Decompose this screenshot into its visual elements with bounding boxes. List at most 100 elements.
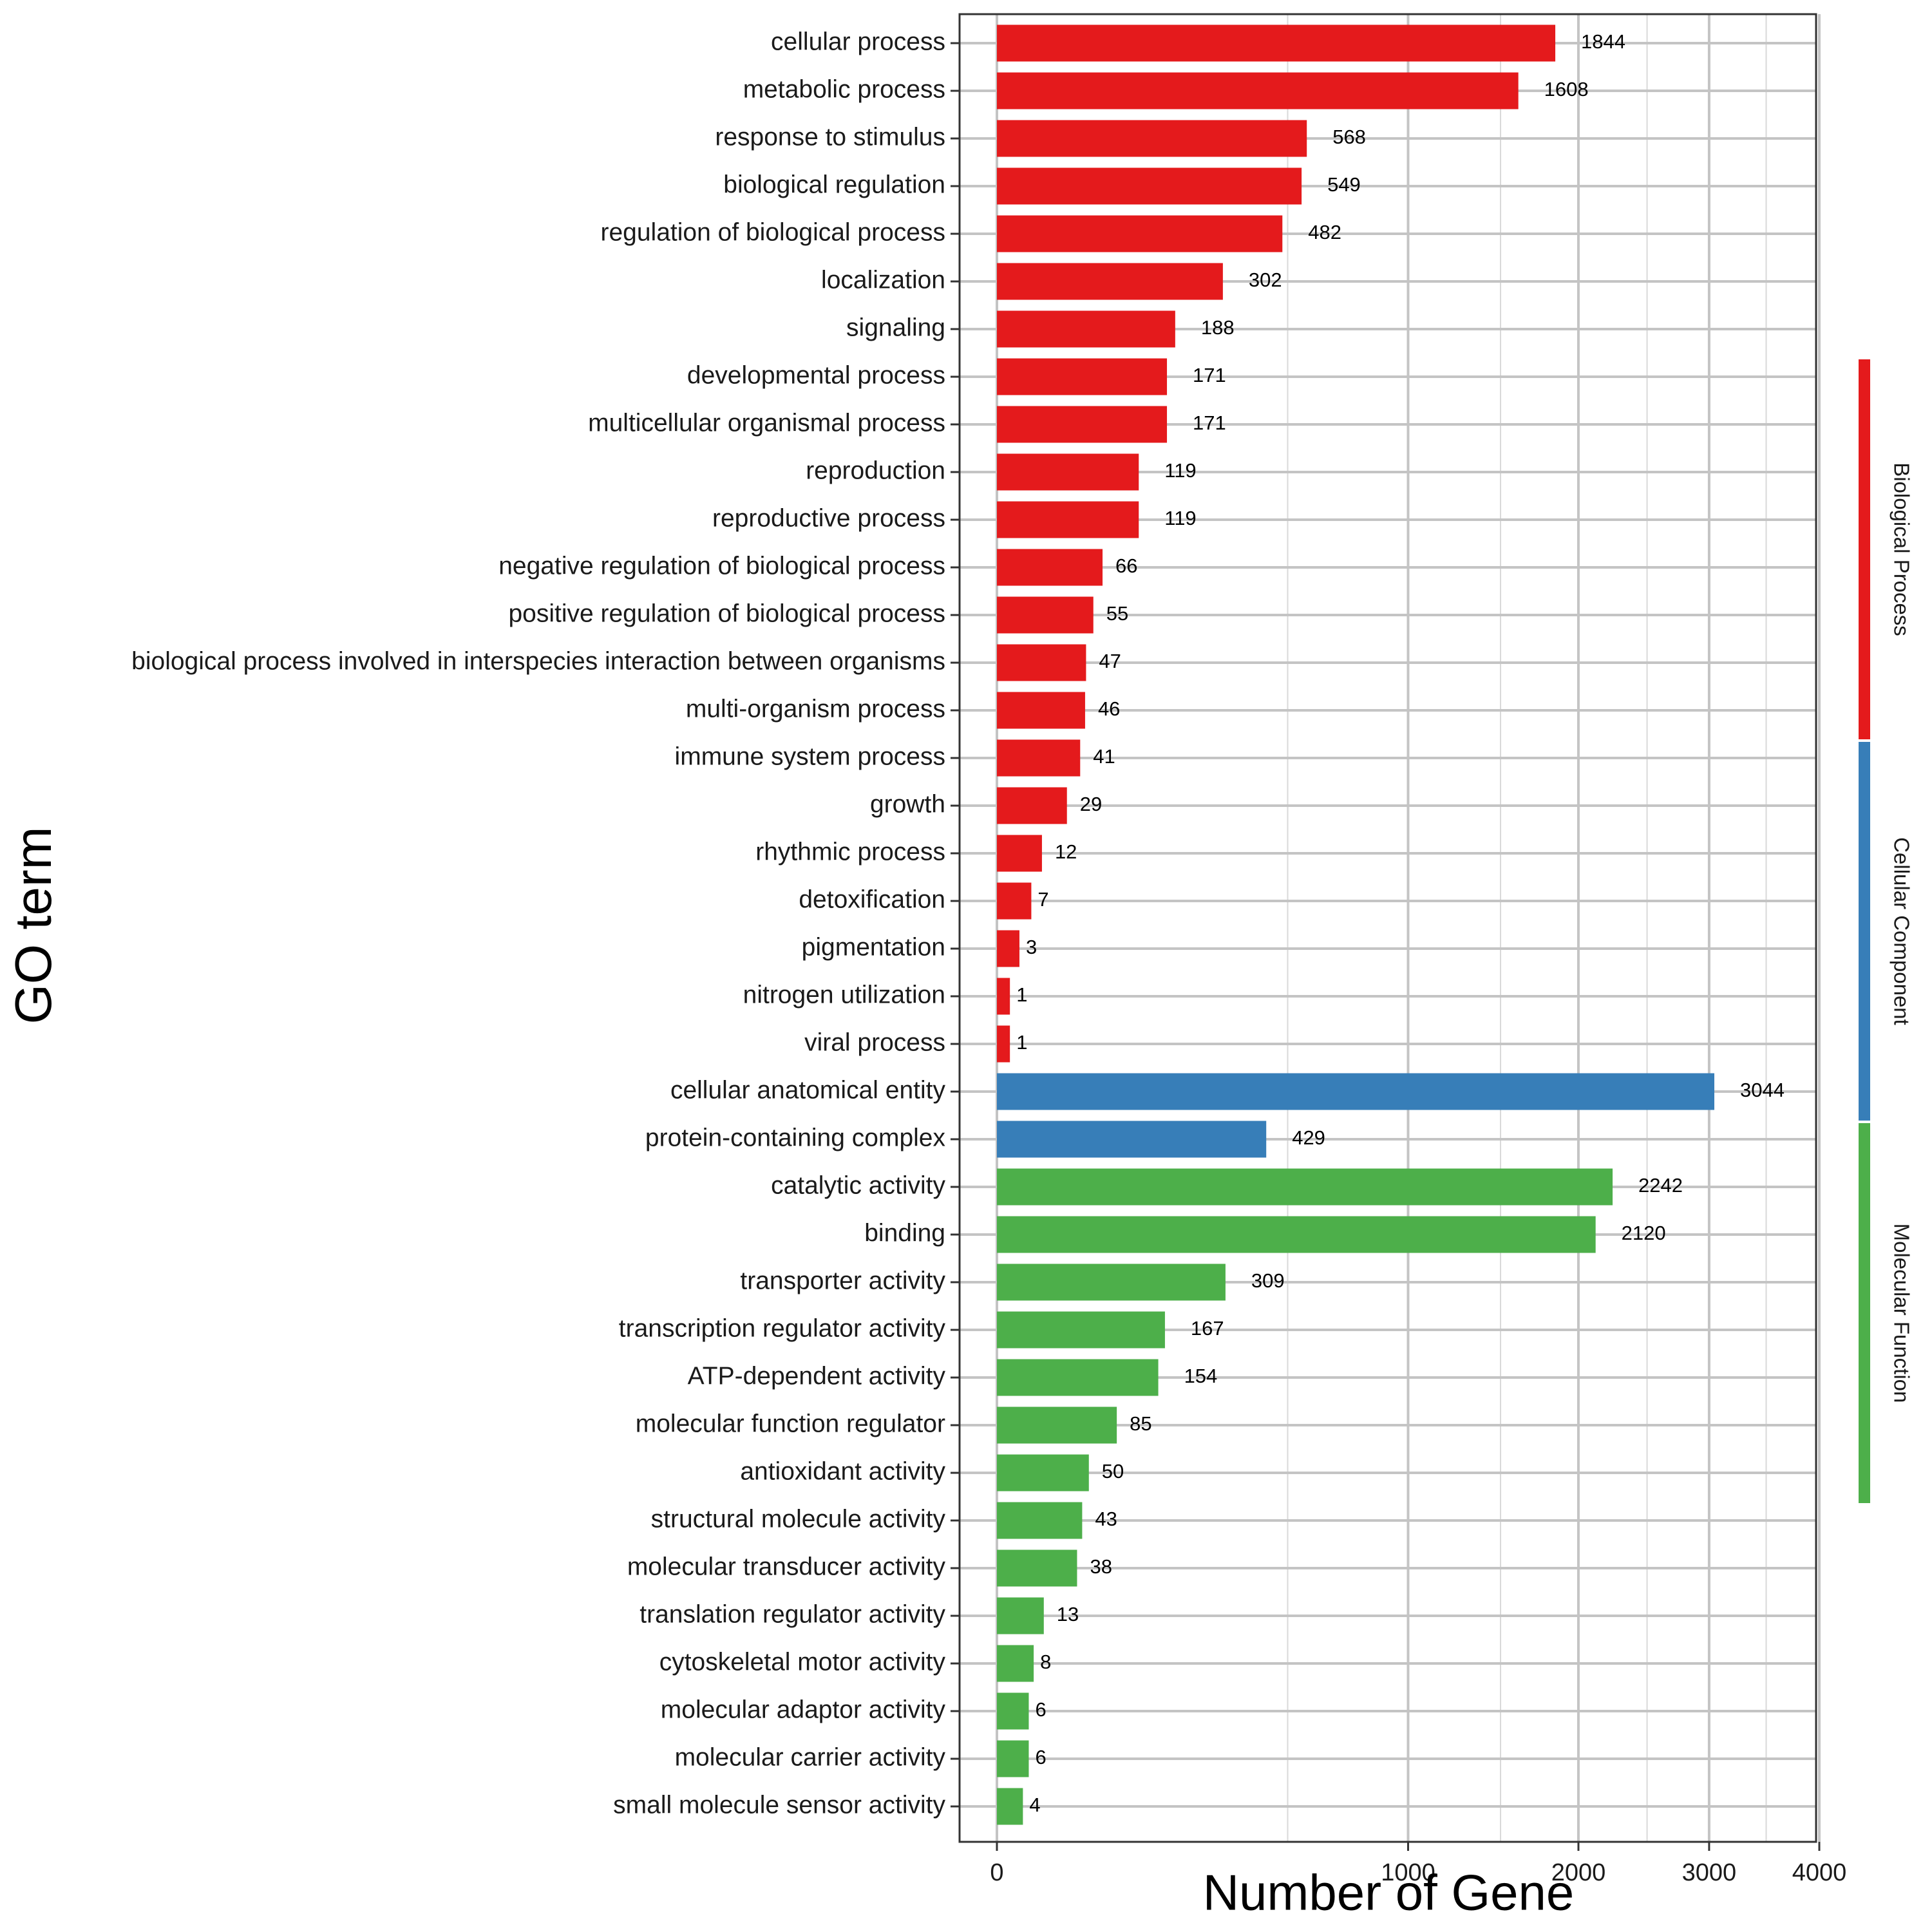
bar-layer	[997, 24, 1714, 1825]
bar-value-label: 171	[1193, 364, 1226, 386]
bar	[997, 72, 1519, 109]
bar	[997, 692, 1085, 729]
y-tick-label: antioxidant activity	[740, 1457, 945, 1485]
y-tick-label: cellular process	[771, 28, 945, 55]
bar	[997, 1073, 1714, 1110]
bar	[997, 263, 1223, 300]
bar	[997, 882, 1032, 920]
y-tick-label: transcription regulator activity	[619, 1314, 946, 1342]
y-axis-title: GO term	[5, 827, 62, 1025]
bar	[997, 1454, 1089, 1492]
bar	[997, 1216, 1596, 1253]
y-tick-label: growth	[870, 790, 945, 818]
bar-value-label: 188	[1201, 316, 1235, 339]
bar-value-label: 66	[1115, 554, 1137, 577]
bar-value-label: 3044	[1740, 1079, 1785, 1101]
axis-layer: cellular process metabolic process respons…	[131, 13, 1846, 1886]
bar-value-label: 55	[1106, 602, 1128, 625]
x-tick-label: 2000	[1551, 1859, 1606, 1886]
y-tick-label: multicellular organismal process	[588, 409, 945, 437]
bar	[997, 1645, 1034, 1682]
bar	[997, 24, 1556, 62]
bar-value-label: 43	[1095, 1508, 1117, 1530]
bar-value-label: 29	[1080, 793, 1102, 815]
group-strip-label: Molecular Function	[1889, 1224, 1913, 1403]
bar-value-label: 85	[1130, 1412, 1151, 1435]
y-tick-label: metabolic process	[743, 75, 945, 103]
bar	[997, 1311, 1165, 1349]
bar	[997, 310, 1175, 348]
bar	[997, 1406, 1117, 1444]
bar-value-label: 1	[1016, 983, 1027, 1006]
y-tick-label: positive regulation of biological proces…	[508, 600, 945, 627]
bar	[997, 787, 1067, 824]
bar	[997, 644, 1086, 681]
bar-value-label: 302	[1249, 269, 1282, 291]
bar-value-label: 549	[1327, 173, 1361, 196]
bar	[997, 406, 1168, 443]
y-tick-label: reproduction	[806, 457, 945, 484]
bar-value-label: 568	[1332, 126, 1366, 148]
bar	[997, 358, 1168, 395]
group-strip	[1859, 742, 1870, 1121]
y-tick-label: cellular anatomical entity	[670, 1076, 946, 1104]
bar	[997, 930, 1019, 967]
label-layer: 1844160856854948230218817117111911966554…	[1016, 30, 1785, 1816]
bar-value-label: 13	[1057, 1603, 1079, 1625]
bar	[997, 453, 1139, 491]
bar-value-label: 154	[1184, 1365, 1218, 1387]
bar-value-label: 12	[1055, 840, 1077, 863]
bar-value-label: 3	[1026, 936, 1037, 958]
bar-value-label: 171	[1193, 412, 1226, 434]
bar-value-label: 50	[1102, 1460, 1124, 1482]
y-tick-label: molecular function regulator	[636, 1410, 945, 1437]
y-tick-label: molecular adaptor activity	[661, 1696, 946, 1723]
y-tick-label: negative regulation of biological proces…	[498, 552, 945, 580]
bar	[997, 978, 1010, 1015]
group-strip-label: Biological Process	[1889, 462, 1913, 636]
bar	[997, 167, 1302, 205]
y-tick-label: transporter activity	[740, 1267, 945, 1294]
y-tick-label: ATP-dependent activity	[688, 1362, 946, 1390]
bar-value-label: 2242	[1638, 1174, 1683, 1197]
y-tick-label: molecular transducer activity	[627, 1553, 946, 1580]
bar-value-label: 6	[1035, 1698, 1046, 1721]
y-tick-label: viral process	[804, 1028, 945, 1056]
y-tick-label: localization	[821, 266, 945, 294]
bar-value-label: 41	[1093, 745, 1115, 768]
y-tick-label: catalytic activity	[771, 1171, 945, 1199]
bar	[997, 1264, 1226, 1301]
x-tick-label: 1000	[1381, 1859, 1435, 1886]
bar	[997, 120, 1307, 157]
bar-value-label: 1608	[1544, 78, 1589, 100]
bar	[997, 215, 1283, 252]
x-tick-label: 3000	[1682, 1859, 1737, 1886]
bar-value-label: 1844	[1581, 30, 1625, 53]
bar-value-label: 38	[1090, 1555, 1112, 1578]
bar-value-label: 8	[1040, 1651, 1051, 1673]
bar-value-label: 1	[1016, 1031, 1027, 1054]
y-tick-label: cytoskeletal motor activity	[659, 1648, 946, 1676]
y-tick-label: structural molecule activity	[651, 1505, 946, 1533]
y-tick-label: multi-organism process	[686, 695, 945, 723]
bar-value-label: 6	[1035, 1746, 1046, 1768]
bar-value-label: 309	[1251, 1269, 1285, 1292]
group-strip-label: Cellular Component	[1889, 837, 1913, 1025]
group-strip	[1859, 1123, 1870, 1503]
bar-value-label: 46	[1098, 697, 1120, 720]
bar	[997, 1121, 1267, 1158]
bar	[997, 1502, 1083, 1539]
y-tick-label: response to stimulus	[715, 123, 945, 151]
y-tick-label: reproductive process	[712, 504, 945, 532]
y-tick-label: nitrogen utilization	[743, 981, 945, 1009]
y-tick-label: detoxification	[799, 886, 945, 913]
bar	[997, 1168, 1613, 1206]
y-tick-label: immune system process	[675, 743, 945, 770]
bar	[997, 739, 1081, 777]
y-tick-label: binding	[864, 1219, 945, 1247]
bar-value-label: 2120	[1622, 1222, 1666, 1244]
bar	[997, 1359, 1159, 1396]
plot-border	[958, 13, 1817, 1843]
y-tick-label: pigmentation	[802, 933, 945, 961]
